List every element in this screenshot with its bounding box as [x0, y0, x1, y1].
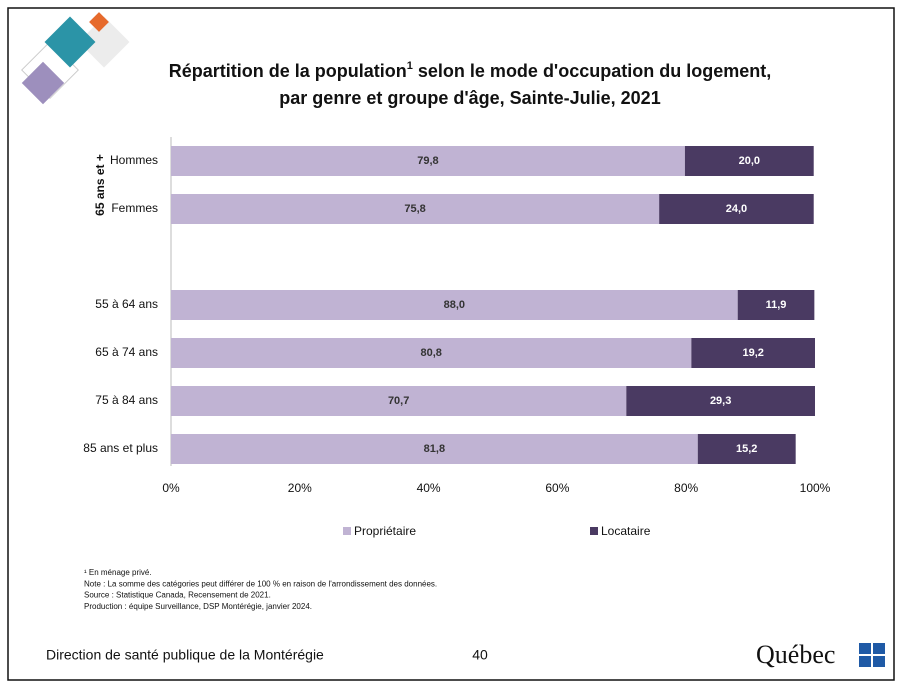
- bar-segment: [171, 386, 627, 416]
- y-tick-label: 75 à 84 ans: [95, 393, 158, 407]
- x-tick-label: 100%: [800, 481, 831, 495]
- footer-org: Direction de santé publique de la Montér…: [46, 647, 324, 663]
- logo-text: Québec: [756, 640, 835, 669]
- value-label: 20,0: [739, 155, 760, 167]
- chart-title-line2: par genre et groupe d'âge, Sainte-Julie,…: [279, 88, 660, 108]
- legend-swatch: [343, 527, 351, 535]
- decor: [89, 12, 109, 32]
- bar-segment: [171, 338, 692, 368]
- y-tick-label: Hommes: [110, 153, 158, 167]
- x-tick-label: 40%: [417, 481, 441, 495]
- y-tick-label: Femmes: [111, 201, 158, 215]
- value-label: 24,0: [726, 203, 747, 215]
- flag-part: [873, 643, 885, 654]
- title-part: selon le mode d'occupation du logement,: [413, 61, 771, 81]
- bar-segment: [171, 434, 698, 464]
- value-label: 79,8: [417, 155, 438, 167]
- value-label: 11,9: [766, 299, 787, 311]
- legend-swatch: [590, 527, 598, 535]
- legend-label: Locataire: [601, 524, 651, 538]
- y-tick-label: 85 ans et plus: [83, 441, 158, 455]
- legend-label: Propriétaire: [354, 524, 416, 538]
- bar-segment: [684, 146, 814, 176]
- logo-flag: [859, 643, 885, 667]
- decor: [78, 16, 130, 68]
- y-tick-label: 65 à 74 ans: [95, 345, 158, 359]
- bar-segment: [691, 338, 815, 368]
- value-label: 70,7: [388, 395, 409, 407]
- value-label: 29,3: [710, 395, 731, 407]
- bar-segment: [171, 194, 660, 224]
- decor-squares: [21, 12, 130, 105]
- value-label: 19,2: [742, 347, 763, 359]
- page-number: 40: [472, 647, 488, 663]
- x-tick-label: 0%: [162, 481, 180, 495]
- chart-title: Répartition de la population1 selon le m…: [169, 60, 771, 81]
- bar-segment: [171, 290, 738, 320]
- flag-part: [873, 656, 885, 667]
- slide-frame: [7, 7, 895, 681]
- flag-part: [859, 656, 871, 667]
- bar-segment: [171, 146, 685, 176]
- note: Note : La somme des catégories peut diff…: [84, 579, 437, 588]
- y-tick-label: 55 à 64 ans: [95, 297, 158, 311]
- flag-part: [859, 643, 871, 654]
- value-label: 15,2: [736, 443, 757, 455]
- note: ¹ En ménage privé.: [84, 568, 152, 577]
- bar-segment: [737, 290, 815, 320]
- group-label: 65 ans et +: [93, 154, 107, 216]
- x-tick-label: 20%: [288, 481, 312, 495]
- x-tick-label: 80%: [674, 481, 698, 495]
- value-label: 81,8: [424, 443, 445, 455]
- title-sup: 1: [407, 60, 413, 72]
- decor: [44, 16, 96, 68]
- bar-segment: [697, 434, 796, 464]
- note: Production : équipe Surveillance, DSP Mo…: [84, 602, 312, 611]
- value-label: 88,0: [444, 299, 465, 311]
- value-label: 75,8: [404, 203, 425, 215]
- notes: ¹ En ménage privé. Note : La somme des ca…: [84, 568, 437, 611]
- x-tick-label: 60%: [545, 481, 569, 495]
- value-label: 80,8: [420, 347, 441, 359]
- bar-segment: [659, 194, 814, 224]
- bar-segment: [626, 386, 815, 416]
- title-part: Répartition de la population: [169, 61, 407, 81]
- note: Source : Statistique Canada, Recensement…: [84, 591, 271, 600]
